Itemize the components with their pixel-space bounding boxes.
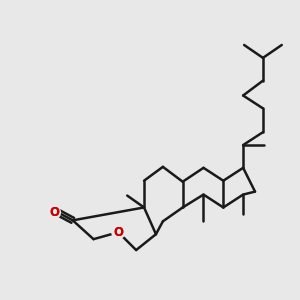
Text: O: O [113,226,123,239]
Text: O: O [49,206,59,219]
Text: O: O [49,206,59,219]
Text: O: O [113,226,123,239]
Circle shape [112,226,125,239]
Circle shape [47,206,60,219]
